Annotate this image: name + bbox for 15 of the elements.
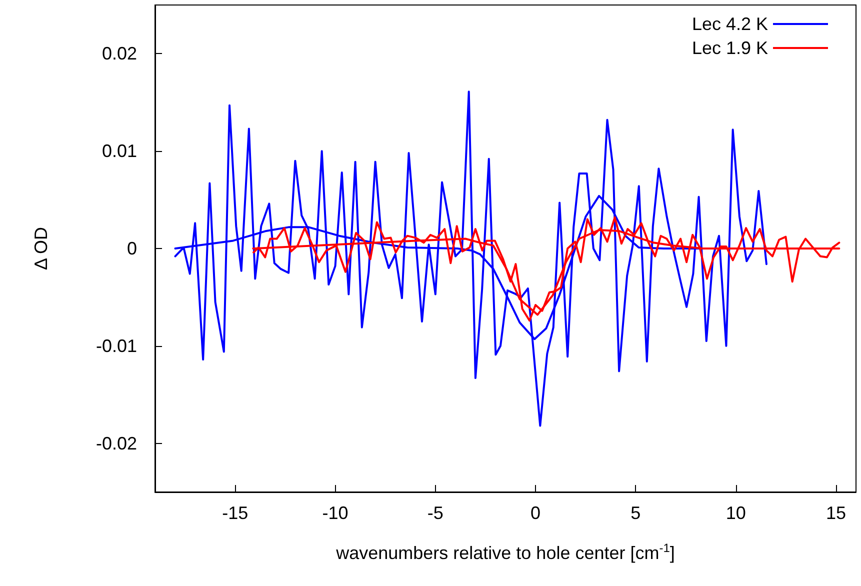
x-tick-label: -5 <box>427 503 444 523</box>
y-tick-label: 0 <box>126 238 137 258</box>
y-tick-label: 0.01 <box>102 141 137 162</box>
x-tick-label: 10 <box>726 503 746 523</box>
y-tick-label: -0.02 <box>96 433 137 454</box>
x-tick-label: 15 <box>826 503 846 523</box>
y-tick-label: 0.02 <box>102 44 137 64</box>
y-axis-title: Δ OD <box>31 226 51 270</box>
x-tick-label: 0 <box>530 503 541 523</box>
legend-label: Lec 1.9 K <box>692 38 768 58</box>
x-tick-label: 5 <box>630 503 641 523</box>
x-tick-label: -10 <box>322 503 348 523</box>
legend-label: Lec 4.2 K <box>692 14 768 34</box>
x-tick-label: -15 <box>222 503 248 523</box>
y-tick-label: -0.01 <box>96 336 137 356</box>
